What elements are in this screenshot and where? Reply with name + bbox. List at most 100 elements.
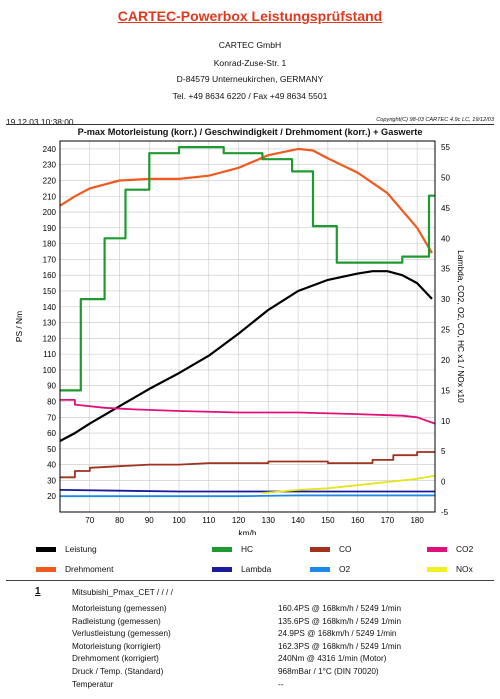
result-label: Temperatur xyxy=(72,679,114,689)
chart-title: P-max Motorleistung (korr.) / Geschwindi… xyxy=(77,127,423,137)
legend-swatch xyxy=(36,546,56,552)
dyno-chart: 70 80 90 100 110 120 130 140 150 160 170 1802030405… xyxy=(14,140,466,535)
legend-swatch xyxy=(310,566,330,572)
x-tick-label: 80 xyxy=(115,516,124,525)
legend-item-lambda: Lambda xyxy=(212,564,271,574)
series-line-hc xyxy=(60,146,435,392)
y-right-tick-label: -5 xyxy=(441,508,449,517)
legend-divider xyxy=(6,580,494,581)
y-left-tick-label: 210 xyxy=(43,192,57,201)
legend-swatch xyxy=(36,566,56,572)
x-tick-label: 140 xyxy=(291,516,305,525)
legend-item-co: CO xyxy=(310,544,352,554)
legend-item-hc: HC xyxy=(212,544,253,554)
y-left-tick-label: 220 xyxy=(43,176,57,185)
y-right-tick-label: 40 xyxy=(441,234,450,243)
x-tick-label: 90 xyxy=(145,516,154,525)
y-left-tick-label: 160 xyxy=(43,271,57,280)
result-row: Radleistung (gemessen) 135.6PS @ 168km/h … xyxy=(72,617,401,626)
header-divider xyxy=(6,124,494,125)
company-street: Konrad-Zuse-Str. 1 xyxy=(213,58,287,68)
legend-label: Lambda xyxy=(241,564,272,574)
y-right-tick-label: 20 xyxy=(441,356,450,365)
company-city: D-84579 Unterneukirchen, GERMANY xyxy=(176,74,324,84)
y-right-tick-label: 15 xyxy=(441,386,450,395)
legend-label: Drehmoment xyxy=(65,564,114,574)
y-left-tick-label: 200 xyxy=(43,208,57,217)
y-right-tick-label: 35 xyxy=(441,265,450,274)
y-right-tick-label: 5 xyxy=(441,447,446,456)
chart-legend: Leistung Drehmoment HC Lambda CO O2 CO2 NOx xyxy=(0,538,500,578)
legend-swatch xyxy=(212,546,232,552)
y-left-tick-label: 170 xyxy=(43,255,57,264)
y-right-tick-label: 55 xyxy=(441,143,450,152)
result-row: Motorleistung (korrigiert) 162.3PS @ 168k… xyxy=(72,642,401,651)
legend-label: CO xyxy=(339,544,352,554)
y-right-tick-label: 0 xyxy=(441,478,446,487)
result-value: 240Nm @ 4316 1/min (Motor) xyxy=(278,654,387,664)
x-tick-label: 120 xyxy=(232,516,246,525)
legend-label: CO2 xyxy=(456,544,474,554)
y-left-tick-label: 130 xyxy=(43,319,57,328)
legend-item-nox: NOx xyxy=(427,564,473,574)
result-value: 24.9PS @ 168km/h / 5249 1/min xyxy=(278,629,397,639)
result-label: Motorleistung (korrigiert) xyxy=(72,641,161,651)
series-line-drehmoment xyxy=(59,147,433,254)
result-label: Druck / Temp. (Standard) xyxy=(72,667,164,676)
y-left-tick-label: 140 xyxy=(43,303,57,312)
x-tick-label: 130 xyxy=(262,516,276,525)
series-line-co xyxy=(60,451,435,479)
legend-label: Leistung xyxy=(65,544,97,554)
legend-swatch xyxy=(427,566,447,572)
legend-label: HC xyxy=(241,544,254,554)
y-right-axis-label: Lambda, CO2, O2, CO, HC x1 / NOx x10 xyxy=(456,250,466,403)
result-row: Temperatur -- xyxy=(72,680,283,689)
y-left-tick-label: 180 xyxy=(43,240,57,249)
y-left-tick-label: 240 xyxy=(43,145,57,154)
legend-swatch xyxy=(310,546,330,552)
result-value: -- xyxy=(278,679,284,689)
result-row: Drehmoment (korrigiert) 240Nm @ 4316 1/mi… xyxy=(72,654,386,663)
result-label: Verlustleistung (gemessen) xyxy=(72,629,171,639)
company-phone: Tel. +49 8634 6220 / Fax +49 8634 5501 xyxy=(172,91,328,101)
result-row: Motorleistung (gemessen) 160.4PS @ 168km/… xyxy=(72,604,401,613)
series-line-nox xyxy=(262,474,436,494)
y-left-tick-label: 110 xyxy=(43,350,56,359)
y-left-tick-label: 80 xyxy=(47,397,56,406)
series-line-leistung xyxy=(59,270,433,442)
copyright-note: Copyright(C) 98-03 CARTEC 4.9c LC, 19/12… xyxy=(376,117,494,123)
result-label: Radleistung (gemessen) xyxy=(72,616,161,626)
y-left-tick-label: 150 xyxy=(43,287,57,296)
legend-swatch xyxy=(212,566,232,572)
y-left-tick-label: 50 xyxy=(47,445,56,454)
y-right-tick-label: 30 xyxy=(441,295,450,304)
y-left-tick-label: 60 xyxy=(47,429,56,438)
legend-swatch xyxy=(427,546,447,552)
x-tick-label: 170 xyxy=(381,516,395,525)
y-right-tick-label: 25 xyxy=(441,326,450,335)
y-left-tick-label: 190 xyxy=(43,224,57,233)
run-index: 1 xyxy=(35,586,41,597)
result-row: Verlustleistung (gemessen) 24.9PS @ 168km… xyxy=(72,629,396,638)
x-tick-label: 150 xyxy=(321,516,335,525)
company-name: CARTEC GmbH xyxy=(218,40,282,50)
series-line-o2 xyxy=(60,494,435,498)
result-label: Motorleistung (gemessen) xyxy=(72,604,167,613)
x-tick-label: 70 xyxy=(85,516,94,525)
x-tick-label: 100 xyxy=(172,516,186,525)
y-right-tick-label: 10 xyxy=(441,417,450,426)
y-left-axis-label: PS / Nm xyxy=(14,311,24,342)
legend-item-o2: O2 xyxy=(310,564,350,574)
legend-label: O2 xyxy=(339,564,351,574)
legend-item-drehmoment: Drehmoment xyxy=(36,564,113,574)
result-label: Drehmoment (korrigiert) xyxy=(72,654,159,664)
y-left-tick-label: 100 xyxy=(43,366,57,375)
report-title: CARTEC-Powerbox Leistungsprüfstand xyxy=(117,8,383,24)
series-line-co2 xyxy=(60,398,436,425)
y-right-tick-label: 50 xyxy=(441,173,450,182)
result-value: 160.4PS @ 168km/h / 5249 1/min xyxy=(278,604,402,613)
legend-item-co2: CO2 xyxy=(427,544,473,554)
result-value: 968mBar / 1°C (DIN 70020) xyxy=(278,667,379,676)
result-value: 135.6PS @ 168km/h / 5249 1/min xyxy=(278,616,402,626)
y-left-tick-label: 90 xyxy=(47,382,56,391)
